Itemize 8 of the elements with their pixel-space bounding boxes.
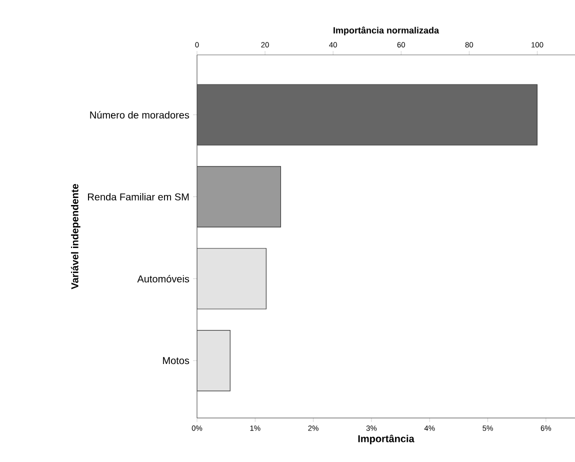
y-tick-label: Renda Familiar em SM [88,193,189,200]
x-axis-title: Importância [358,434,414,444]
y-tick-label: Número de moradores [90,111,190,119]
bar [197,166,282,228]
y-tick-label: Automóveis [137,274,190,282]
x2-axis-title: Importância normalizada [334,26,440,36]
y-axis-title: Variável independente [70,184,80,290]
y-tick-label: Motos [163,357,190,364]
